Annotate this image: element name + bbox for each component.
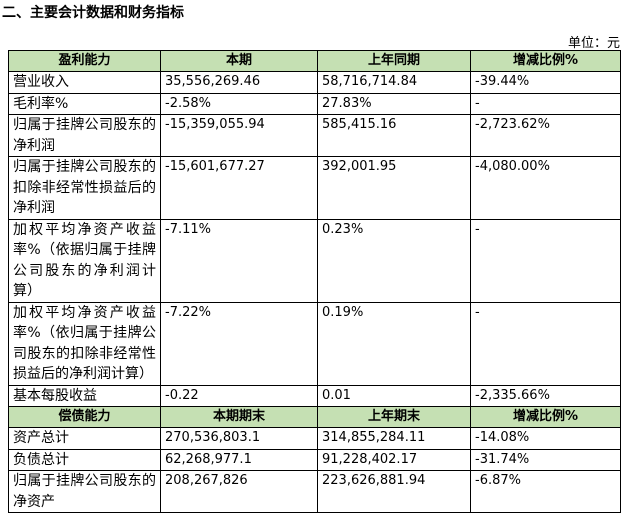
value-cell: 314,855,284.11 <box>317 427 471 450</box>
header-cell: 增减比例% <box>470 50 621 72</box>
data-row: 负债总计 62,268,977.1 91,228,402.17 -31.74% <box>8 448 621 471</box>
header-cell: 偿债能力 <box>8 406 161 428</box>
value-cell: - <box>470 218 621 303</box>
value-cell: -0.22 <box>160 384 318 407</box>
table-body: 盈利能力 本期 上年同期 增减比例% 营业收入 35,556,269.46 58,716,7… <box>8 50 621 513</box>
row-label: 归属于挂牌公司股东的扣除非经常性损益后的净利润 <box>8 156 161 220</box>
data-row: 加权平均净资产收益率%（依据归属于挂牌公司股东的净利润计算） -7.11% 0.23… <box>8 218 621 303</box>
row-label: 加权平均净资产收益率%（依归属于挂牌公司股东的扣除非经常性损益后的净利润计算） <box>8 301 161 386</box>
value-cell: 0.01 <box>317 384 471 407</box>
value-cell: 223,626,881.94 <box>317 470 471 513</box>
value-cell: -31.74% <box>470 448 621 471</box>
value-cell: 0.19% <box>317 301 471 386</box>
header-cell: 本期期末 <box>160 406 318 428</box>
financial-table: 盈利能力 本期 上年同期 增减比例% 营业收入 35,556,269.46 58,716,7… <box>8 50 621 513</box>
unit-note: 单位：元 <box>567 36 620 51</box>
header-cell: 增减比例% <box>470 406 621 428</box>
data-row: 资产总计 270,536,803.1 314,855,284.11 -14.08% <box>8 427 621 450</box>
value-cell: - <box>470 92 621 115</box>
header-row: 偿债能力 本期期末 上年期末 增减比例% <box>8 406 621 428</box>
data-row: 毛利率% -2.58% 27.83% - <box>8 92 621 115</box>
row-label: 毛利率% <box>8 92 161 115</box>
header-cell: 盈利能力 <box>8 50 161 72</box>
value-cell: -2,723.62% <box>470 114 621 157</box>
value-cell: -2,335.66% <box>470 384 621 407</box>
value-cell: -15,359,055.94 <box>160 114 318 157</box>
value-cell: -7.22% <box>160 301 318 386</box>
value-cell: 35,556,269.46 <box>160 71 318 94</box>
data-row: 归属于挂牌公司股东的净利润 -15,359,055.94 585,415.16 -2,… <box>8 114 621 157</box>
header-row: 盈利能力 本期 上年同期 增减比例% <box>8 50 621 72</box>
value-cell: -7.11% <box>160 218 318 303</box>
value-cell: 392,001.95 <box>317 156 471 220</box>
row-label: 加权平均净资产收益率%（依据归属于挂牌公司股东的净利润计算） <box>8 218 161 303</box>
value-cell: -4,080.00% <box>470 156 621 220</box>
section-title: 二、主要会计数据和财务指标 <box>2 5 184 21</box>
value-cell: 585,415.16 <box>317 114 471 157</box>
value-cell: -14.08% <box>470 427 621 450</box>
data-row: 加权平均净资产收益率%（依归属于挂牌公司股东的扣除非经常性损益后的净利润计算） -… <box>8 301 621 386</box>
value-cell: -6.87% <box>470 470 621 513</box>
header-cell: 上年期末 <box>317 406 471 428</box>
row-label: 基本每股收益 <box>8 384 161 407</box>
row-label: 负债总计 <box>8 448 161 471</box>
value-cell: 270,536,803.1 <box>160 427 318 450</box>
row-label: 资产总计 <box>8 427 161 450</box>
row-label: 归属于挂牌公司股东的净资产 <box>8 470 161 513</box>
row-label: 归属于挂牌公司股东的净利润 <box>8 114 161 157</box>
value-cell: 62,268,977.1 <box>160 448 318 471</box>
value-cell: -2.58% <box>160 92 318 115</box>
value-cell: 208,267,826 <box>160 470 318 513</box>
value-cell: 27.83% <box>317 92 471 115</box>
row-label: 营业收入 <box>8 71 161 94</box>
value-cell: - <box>470 301 621 386</box>
value-cell: 91,228,402.17 <box>317 448 471 471</box>
value-cell: -15,601,677.27 <box>160 156 318 220</box>
value-cell: 0.23% <box>317 218 471 303</box>
header-cell: 本期 <box>160 50 318 72</box>
value-cell: -39.44% <box>470 71 621 94</box>
data-row: 归属于挂牌公司股东的扣除非经常性损益后的净利润 -15,601,677.27 392… <box>8 156 621 220</box>
header-cell: 上年同期 <box>317 50 471 72</box>
value-cell: 58,716,714.84 <box>317 71 471 94</box>
data-row: 基本每股收益 -0.22 0.01 -2,335.66% <box>8 384 621 407</box>
data-row: 营业收入 35,556,269.46 58,716,714.84 -39.44% <box>8 71 621 94</box>
data-row: 归属于挂牌公司股东的净资产 208,267,826 223,626,881.94 -6… <box>8 470 621 513</box>
